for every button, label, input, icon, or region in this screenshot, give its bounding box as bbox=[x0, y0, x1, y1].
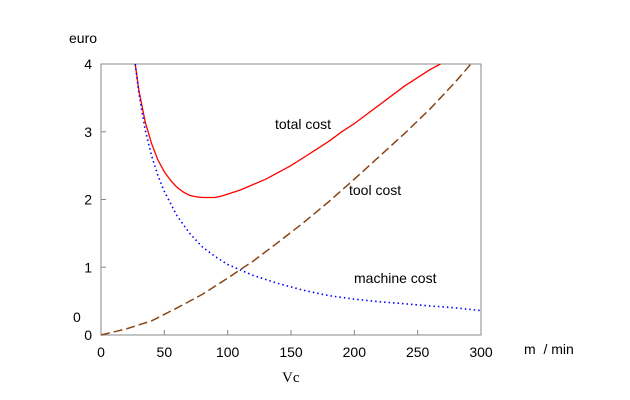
series-label-machine-cost: machine cost bbox=[354, 270, 437, 286]
series-label-total-cost: total cost bbox=[275, 116, 332, 132]
series-label-tool-cost: tool cost bbox=[349, 182, 402, 198]
x-tick-label: 100 bbox=[216, 344, 240, 360]
y-tick-label: 0 bbox=[84, 327, 92, 343]
y-tick-label: 2 bbox=[84, 192, 92, 208]
x-axis-unit-label: m / min bbox=[524, 341, 574, 357]
x-tick-label: 50 bbox=[157, 344, 173, 360]
series-line-total-cost bbox=[134, 63, 441, 199]
series-group bbox=[100, 63, 482, 336]
x-tick-label: 250 bbox=[406, 344, 430, 360]
x-tick-label: 200 bbox=[343, 344, 367, 360]
series-line-machine-cost bbox=[134, 63, 482, 312]
x-axis-variable-label: Vc bbox=[282, 370, 300, 386]
y-axis-label: euro bbox=[69, 30, 98, 46]
series-line-tool-cost bbox=[100, 63, 472, 336]
stray-zero-label: 0 bbox=[73, 309, 81, 325]
axis-ticks bbox=[100, 63, 482, 336]
y-tick-label: 3 bbox=[84, 124, 92, 140]
x-tick-label: 0 bbox=[97, 344, 105, 360]
x-tick-label: 300 bbox=[469, 344, 493, 360]
y-tick-label: 4 bbox=[84, 56, 92, 72]
x-tick-label: 150 bbox=[279, 344, 303, 360]
y-tick-labels: 0 1 2 3 4 bbox=[84, 56, 92, 343]
y-tick-label: 1 bbox=[84, 259, 92, 275]
plot-frame bbox=[100, 63, 482, 336]
x-tick-labels: 0 50 100 150 200 250 300 bbox=[97, 344, 493, 360]
